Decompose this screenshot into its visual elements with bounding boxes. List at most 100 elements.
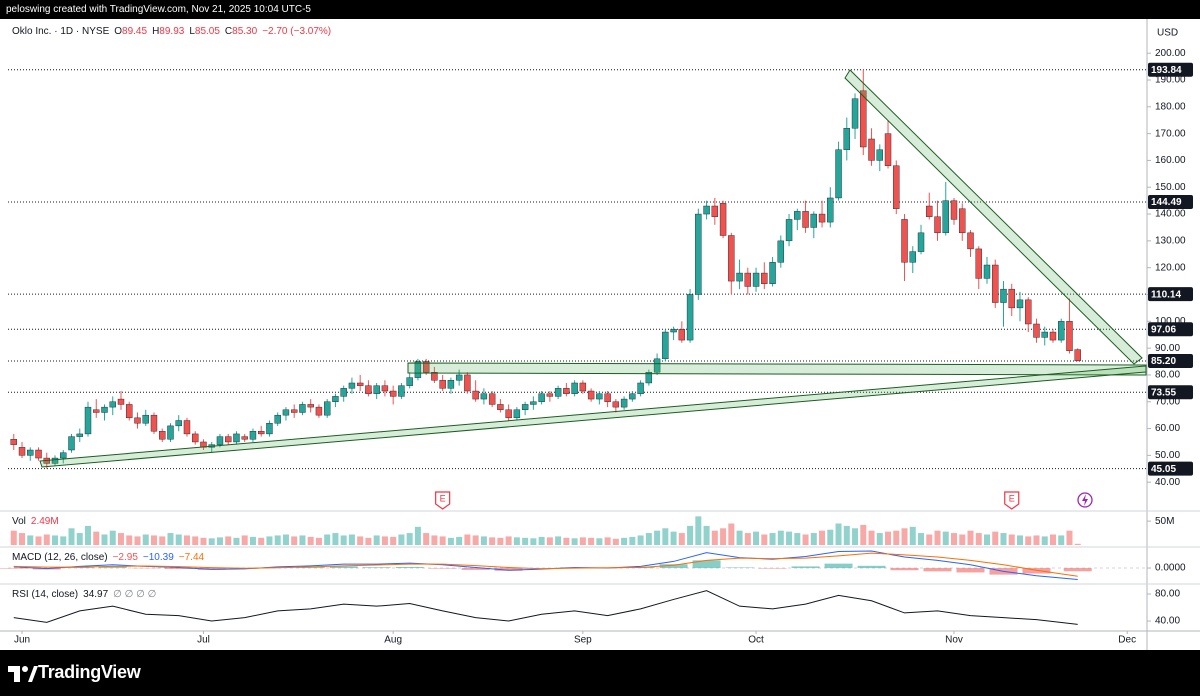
- volume-bar: [291, 536, 298, 545]
- volume-bar: [860, 524, 867, 545]
- macd-histogram-bar: [956, 568, 985, 573]
- candle-body: [851, 98, 859, 129]
- volume-bar: [472, 535, 479, 545]
- ohlc-value: 85.05: [194, 26, 220, 37]
- volume-bar: [893, 530, 900, 545]
- dividend-icon: [1077, 492, 1093, 508]
- candle-body: [348, 382, 356, 389]
- change: −2.70 (−3.07%): [262, 26, 332, 37]
- volume-bar: [769, 533, 776, 545]
- volume-bar: [794, 533, 801, 545]
- volume-bar: [530, 538, 537, 545]
- volume-bar: [52, 535, 59, 545]
- macd-histogram-bar: [395, 566, 424, 569]
- volume-bar: [282, 534, 289, 545]
- volume-bar: [695, 516, 702, 545]
- ohlc-key: O: [114, 26, 123, 37]
- volume-bar: [852, 528, 859, 545]
- volume-bar: [299, 535, 306, 545]
- x-tick-label: Aug: [384, 635, 402, 646]
- candle-body: [530, 401, 537, 405]
- macd-value: −7.44: [178, 552, 205, 563]
- support-zone: [407, 362, 1147, 376]
- macd-histogram-bar: [758, 568, 787, 569]
- ohlc: C85.30: [225, 26, 257, 37]
- volume-bar: [357, 536, 364, 545]
- y-tick-label: 40.00: [1155, 616, 1180, 627]
- volume-bar: [777, 530, 784, 545]
- top-bar: peloswing created with TradingView.com, …: [0, 0, 1200, 19]
- macd-histogram-bar: [428, 568, 457, 569]
- candle-body: [653, 358, 661, 373]
- candle-body: [249, 431, 257, 440]
- macd-histogram-bar: [890, 568, 919, 571]
- volume-bar: [711, 530, 718, 545]
- volume-bar: [786, 531, 793, 545]
- x-tick-label: Nov: [945, 635, 963, 646]
- candle-body: [1074, 349, 1081, 361]
- candle-body: [497, 404, 504, 410]
- candle-body: [926, 205, 933, 217]
- level-label: 193.84: [1151, 65, 1182, 76]
- candle-body: [51, 457, 59, 464]
- candle-body: [464, 374, 471, 392]
- candle-body: [992, 264, 999, 303]
- y-tick-label: 100.00: [1155, 316, 1186, 327]
- volume-bar: [662, 528, 669, 545]
- macd-histogram-bar: [659, 564, 688, 569]
- volume-bar: [596, 538, 603, 545]
- volume-bar: [390, 536, 397, 545]
- volume-bar: [926, 534, 933, 545]
- volume-bar: [728, 523, 735, 545]
- volume-bar: [885, 531, 892, 545]
- candle-body: [513, 409, 521, 419]
- volume-bar: [1016, 535, 1023, 545]
- macd-histogram-bar: [362, 567, 391, 569]
- candle-body: [1066, 321, 1073, 352]
- candle-body: [323, 401, 331, 416]
- level-label-box: [1148, 287, 1193, 302]
- candle-body: [967, 232, 974, 250]
- volume-bar: [489, 537, 496, 545]
- candle-body: [1049, 331, 1057, 341]
- footer: TradingView: [0, 650, 1200, 696]
- candle-body: [563, 388, 570, 394]
- candle-body: [488, 393, 496, 405]
- volume-bar: [876, 533, 883, 545]
- candle-body: [356, 382, 364, 386]
- candle-body: [439, 380, 446, 389]
- candle-body: [68, 436, 75, 451]
- candle-body: [10, 439, 17, 445]
- volume-bar: [1058, 535, 1065, 545]
- ohlc-value: 89.93: [159, 26, 185, 37]
- candle-body: [35, 449, 42, 459]
- candle-body: [175, 420, 182, 427]
- logo-icon: [8, 666, 38, 682]
- candle-body: [505, 409, 512, 419]
- x-tick-label: Sep: [574, 635, 592, 646]
- candle-body: [150, 414, 158, 432]
- volume-bar: [167, 533, 174, 545]
- candle-body: [258, 431, 265, 435]
- y-tick-label: 60.00: [1155, 423, 1180, 434]
- level-label: 97.06: [1151, 324, 1176, 335]
- candle-body: [18, 447, 26, 456]
- volume-bar: [85, 525, 92, 545]
- x-tick-label: Jun: [14, 635, 30, 646]
- macd-histogram-bar: [923, 568, 952, 572]
- volume-bar: [942, 531, 949, 545]
- volume-legend: Vol 2.49M: [12, 516, 59, 527]
- event-label: E: [1009, 493, 1015, 503]
- candle-body: [101, 406, 108, 413]
- volume-bar: [249, 536, 256, 545]
- volume-bar: [720, 528, 727, 545]
- candle-body: [884, 133, 892, 166]
- y-tick-label: 50.00: [1155, 450, 1180, 461]
- volume-bar: [703, 525, 710, 545]
- candle-body: [893, 165, 900, 209]
- candle-body: [1058, 321, 1065, 341]
- volume-bar: [414, 526, 421, 545]
- macd-histogram-bar: [692, 560, 721, 569]
- volume-bar: [868, 530, 875, 545]
- volume-bar: [150, 535, 157, 545]
